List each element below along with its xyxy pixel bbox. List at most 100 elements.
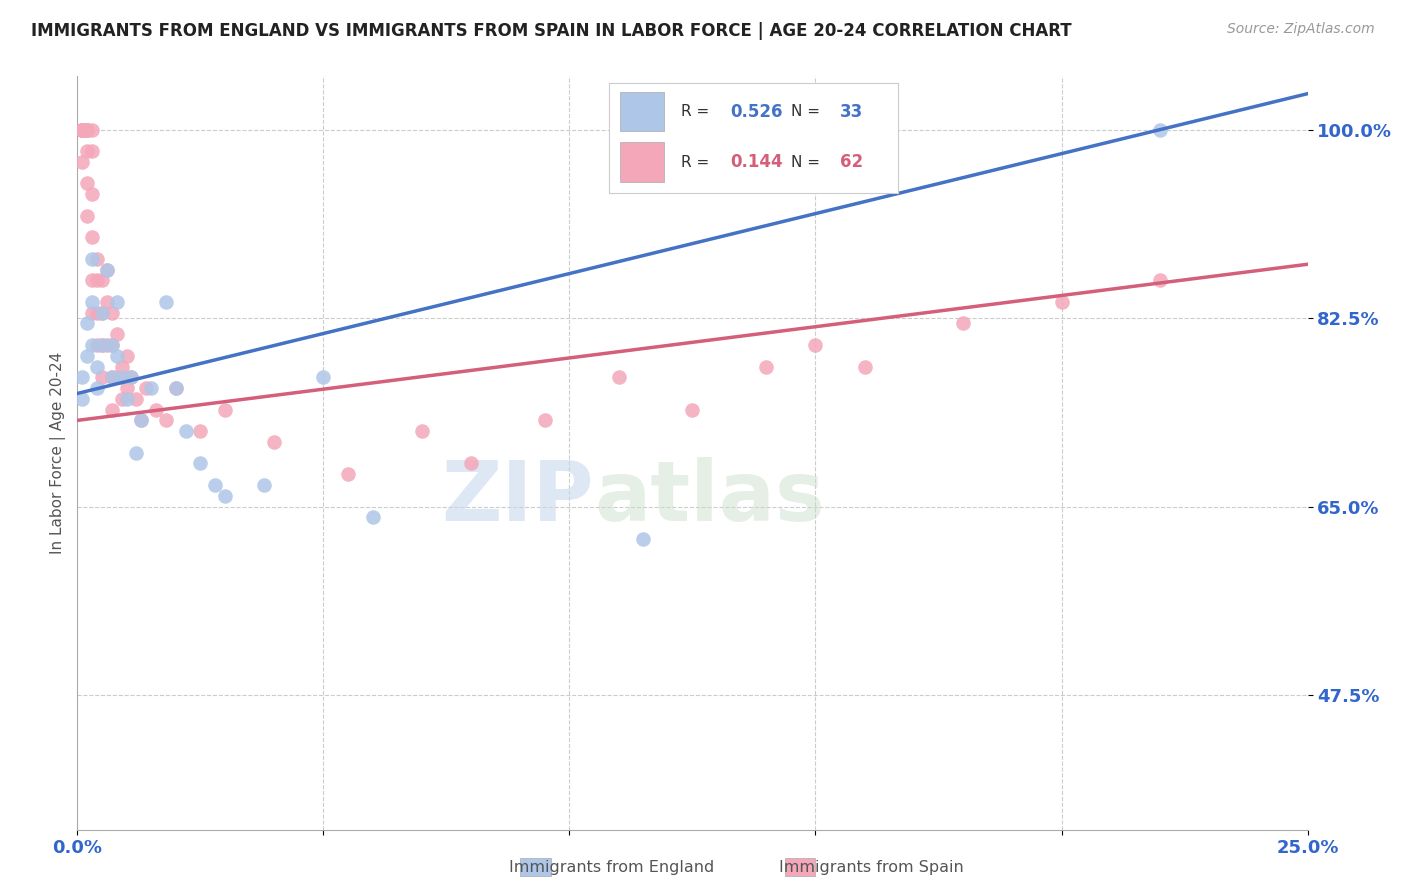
- Point: [101, 370, 124, 384]
- Point: [155, 294, 177, 310]
- Point: [952, 317, 974, 331]
- Point: [105, 349, 128, 363]
- Point: [188, 457, 212, 471]
- Point: [682, 402, 704, 417]
- Point: [76, 122, 98, 136]
- Point: [1149, 122, 1171, 136]
- Point: [96, 262, 118, 277]
- Text: ZIP: ZIP: [441, 458, 595, 539]
- Point: [76, 349, 98, 363]
- Point: [337, 467, 360, 482]
- Point: [96, 338, 118, 352]
- Point: [76, 209, 98, 223]
- Point: [1050, 294, 1073, 310]
- Point: [76, 177, 98, 191]
- Point: [111, 359, 132, 374]
- Point: [111, 392, 132, 406]
- Point: [76, 122, 98, 136]
- Point: [82, 122, 104, 136]
- Point: [90, 370, 114, 384]
- Point: [145, 402, 167, 417]
- Point: [90, 306, 114, 320]
- Text: Immigrants from Spain: Immigrants from Spain: [779, 860, 965, 874]
- Text: atlas: atlas: [595, 458, 825, 539]
- Point: [101, 370, 124, 384]
- Point: [86, 252, 108, 266]
- Point: [86, 273, 108, 287]
- Point: [70, 392, 93, 406]
- Point: [165, 381, 187, 395]
- Point: [82, 273, 104, 287]
- Point: [125, 392, 148, 406]
- Point: [90, 338, 114, 352]
- Point: [105, 294, 128, 310]
- Point: [115, 381, 138, 395]
- Point: [607, 370, 630, 384]
- Point: [82, 144, 104, 159]
- Y-axis label: In Labor Force | Age 20-24: In Labor Force | Age 20-24: [51, 351, 66, 554]
- Point: [96, 262, 118, 277]
- Point: [70, 122, 93, 136]
- Point: [204, 478, 226, 492]
- Point: [70, 122, 93, 136]
- Point: [70, 122, 93, 136]
- Text: Source: ZipAtlas.com: Source: ZipAtlas.com: [1227, 22, 1375, 37]
- Point: [188, 424, 212, 438]
- Point: [129, 413, 153, 427]
- Text: IMMIGRANTS FROM ENGLAND VS IMMIGRANTS FROM SPAIN IN LABOR FORCE | AGE 20-24 CORR: IMMIGRANTS FROM ENGLAND VS IMMIGRANTS FR…: [31, 22, 1071, 40]
- Point: [70, 122, 93, 136]
- Point: [76, 122, 98, 136]
- Point: [411, 424, 433, 438]
- Point: [105, 370, 128, 384]
- Point: [155, 413, 177, 427]
- Point: [129, 413, 153, 427]
- Point: [86, 381, 108, 395]
- Point: [633, 532, 655, 546]
- Point: [70, 122, 93, 136]
- Point: [125, 446, 148, 460]
- Point: [90, 306, 114, 320]
- Point: [86, 338, 108, 352]
- Point: [86, 359, 108, 374]
- Point: [101, 402, 124, 417]
- Point: [804, 338, 827, 352]
- Point: [755, 359, 778, 374]
- Point: [115, 392, 138, 406]
- Point: [534, 413, 557, 427]
- Point: [90, 338, 114, 352]
- Point: [253, 478, 276, 492]
- Point: [1149, 273, 1171, 287]
- Point: [82, 187, 104, 202]
- Point: [86, 306, 108, 320]
- Point: [121, 370, 143, 384]
- Text: Immigrants from England: Immigrants from England: [509, 860, 714, 874]
- Point: [101, 338, 124, 352]
- Point: [263, 434, 285, 449]
- Point: [76, 317, 98, 331]
- Point: [101, 306, 124, 320]
- Point: [82, 294, 104, 310]
- Point: [76, 144, 98, 159]
- Point: [82, 252, 104, 266]
- Point: [361, 510, 384, 524]
- Point: [101, 338, 124, 352]
- Point: [70, 122, 93, 136]
- Point: [853, 359, 876, 374]
- Point: [135, 381, 157, 395]
- Point: [82, 306, 104, 320]
- Point: [174, 424, 197, 438]
- Point: [214, 402, 236, 417]
- Point: [90, 273, 114, 287]
- Point: [165, 381, 187, 395]
- Point: [82, 338, 104, 352]
- Point: [214, 489, 236, 503]
- Point: [111, 370, 132, 384]
- Point: [115, 349, 138, 363]
- Point: [121, 370, 143, 384]
- Point: [70, 370, 93, 384]
- Point: [460, 457, 482, 471]
- Point: [96, 294, 118, 310]
- Point: [70, 155, 93, 169]
- Point: [141, 381, 163, 395]
- Point: [105, 327, 128, 342]
